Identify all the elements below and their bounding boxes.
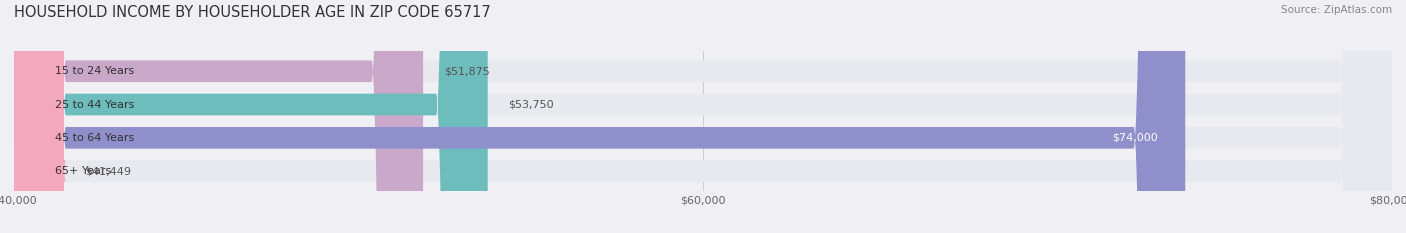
Text: $53,750: $53,750 (509, 99, 554, 110)
Text: 45 to 64 Years: 45 to 64 Years (55, 133, 135, 143)
Text: 65+ Years: 65+ Years (55, 166, 111, 176)
Text: Source: ZipAtlas.com: Source: ZipAtlas.com (1281, 5, 1392, 15)
FancyBboxPatch shape (14, 0, 1392, 233)
Text: $51,875: $51,875 (444, 66, 489, 76)
Text: HOUSEHOLD INCOME BY HOUSEHOLDER AGE IN ZIP CODE 65717: HOUSEHOLD INCOME BY HOUSEHOLDER AGE IN Z… (14, 5, 491, 20)
Text: 25 to 44 Years: 25 to 44 Years (55, 99, 135, 110)
Text: $74,000: $74,000 (1112, 133, 1157, 143)
FancyBboxPatch shape (13, 0, 66, 233)
FancyBboxPatch shape (14, 0, 1392, 233)
FancyBboxPatch shape (14, 0, 1185, 233)
FancyBboxPatch shape (14, 0, 1392, 233)
FancyBboxPatch shape (14, 0, 1392, 233)
FancyBboxPatch shape (14, 0, 423, 233)
Text: 15 to 24 Years: 15 to 24 Years (55, 66, 135, 76)
FancyBboxPatch shape (14, 0, 488, 233)
Text: $41,449: $41,449 (84, 166, 131, 176)
